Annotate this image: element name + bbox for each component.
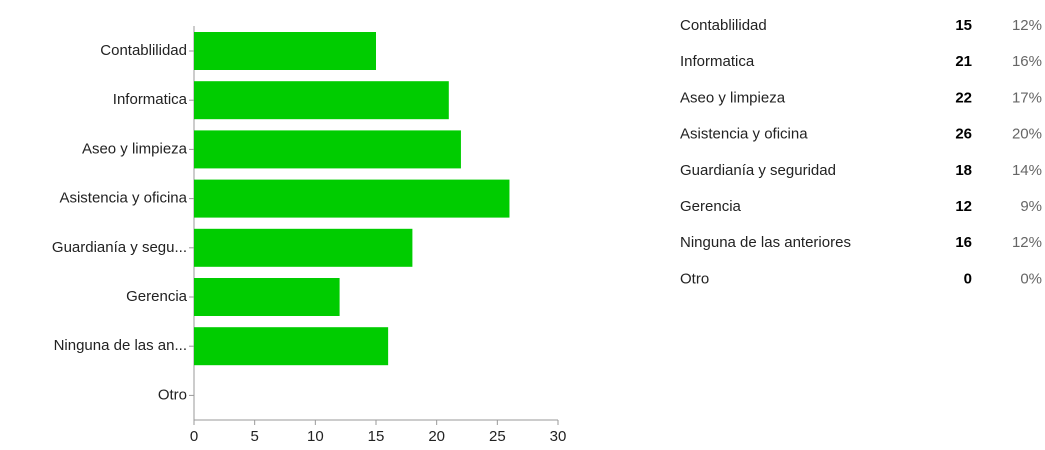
bar [194,32,376,70]
y-tick-label: Informatica [113,91,188,108]
row-percent: 12% [1012,17,1042,34]
x-tick-label: 5 [250,428,258,445]
bar [194,81,449,120]
y-tick-label: Ninguna de las an... [54,337,187,354]
y-tick-label: Aseo y limpieza [82,140,188,157]
x-tick-label: 15 [368,428,385,445]
x-tick-label: 25 [489,428,506,445]
row-label: Contablilidad [680,17,767,34]
x-tick-label: 20 [428,428,445,445]
row-percent: 17% [1012,89,1042,106]
bar [194,179,510,218]
bar [194,278,340,316]
y-tick-label: Contablilidad [100,42,187,59]
row-percent: 12% [1012,234,1042,251]
row-percent: 9% [1020,198,1042,215]
row-count: 16 [955,234,972,251]
y-tick-label: Guardianía y segu... [52,239,187,256]
row-percent: 14% [1012,162,1042,179]
row-label: Guardianía y seguridad [680,162,836,179]
row-percent: 16% [1012,53,1042,70]
bar [194,327,389,366]
bar [194,130,461,169]
row-label: Aseo y limpieza [680,89,786,106]
y-tick-label: Gerencia [126,288,188,305]
x-tick-label: 10 [307,428,324,445]
y-tick-label: Otro [158,386,187,403]
x-tick-label: 0 [190,428,198,445]
row-count: 12 [955,198,972,215]
row-label: Gerencia [680,198,742,215]
row-percent: 0% [1020,270,1042,287]
row-label: Informatica [680,53,755,70]
row-count: 18 [955,162,972,179]
row-label: Ninguna de las anteriores [680,234,851,251]
row-label: Otro [680,270,709,287]
row-count: 15 [955,17,972,34]
row-label: Asistencia y oficina [680,126,808,143]
bar [194,228,413,267]
row-count: 0 [964,270,972,287]
x-tick-label: 30 [550,428,567,445]
row-count: 26 [955,126,972,143]
row-percent: 20% [1012,126,1042,143]
row-count: 21 [955,53,972,70]
y-tick-label: Asistencia y oficina [59,190,187,207]
row-count: 22 [955,89,972,106]
